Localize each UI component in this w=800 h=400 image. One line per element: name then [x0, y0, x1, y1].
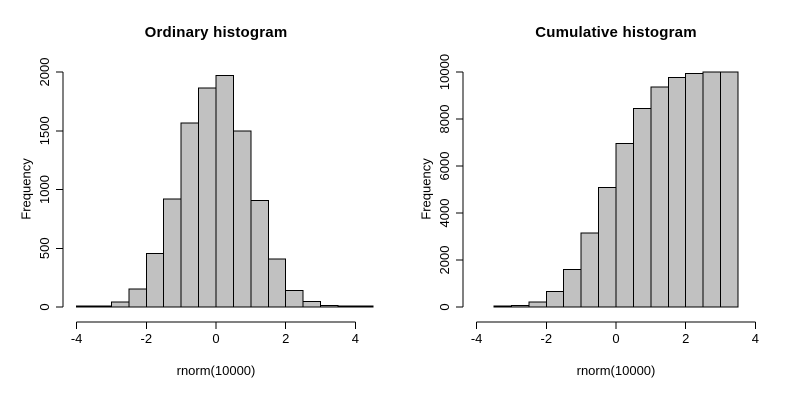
histogram-bar	[215, 75, 234, 308]
x-tick-label: 2	[682, 331, 689, 346]
histogram-bar	[580, 232, 600, 308]
y-tick-label: 1000	[37, 175, 52, 204]
x-tick-label: -4	[71, 331, 83, 346]
histogram-bar	[302, 300, 322, 308]
y-tick-label: 1500	[37, 116, 52, 145]
histogram-bar	[493, 305, 512, 308]
x-tick-label: -4	[471, 331, 483, 346]
histogram-bar	[337, 305, 356, 308]
ordinary-histogram-plot: -4 -2 0 2 4 0 500 1000 1500 2000	[37, 58, 374, 346]
x-tick-label: 4	[352, 331, 359, 346]
histogram-bar	[650, 86, 669, 308]
histogram-bar	[93, 305, 112, 308]
histogram-bar	[563, 269, 582, 308]
y-tick-label: 0	[37, 303, 52, 310]
histogram-bar	[180, 122, 200, 308]
y-tick-label: 6000	[437, 152, 452, 181]
x-axis-label: rnorm(10000)	[576, 363, 656, 378]
histogram-bar	[285, 289, 304, 308]
histogram-bar	[545, 290, 565, 308]
y-tick-label: 0	[437, 303, 452, 310]
x-tick-label: 2	[282, 331, 289, 346]
x-tick-label: 0	[212, 331, 219, 346]
histogram-bar	[720, 71, 739, 308]
x-tick-label: -2	[541, 331, 553, 346]
x-tick-label: 4	[752, 331, 759, 346]
x-axis-label: rnorm(10000)	[176, 363, 256, 378]
histogram-bar	[632, 107, 652, 308]
x-tick-label: 0	[612, 331, 619, 346]
histogram-bar	[250, 200, 269, 308]
histogram-bar	[163, 198, 182, 308]
histogram-bar	[510, 305, 530, 308]
cumulative-histogram-plot: -4 -2 0 2 4 0 2000 4000 6000 8000 10000	[437, 54, 759, 346]
x-tick-label: -2	[141, 331, 153, 346]
histogram-bar	[198, 87, 217, 308]
panel-ordinary-histogram: Ordinary histogram Frequency -4 -2 0 2 4 0 500…	[19, 24, 374, 378]
histogram-bar	[685, 73, 704, 308]
y-tick-label: 10000	[437, 54, 452, 90]
histogram-bar	[598, 186, 617, 308]
histogram-bar	[232, 130, 252, 308]
histogram-bar	[528, 301, 547, 308]
y-tick-label: 2000	[437, 246, 452, 275]
histogram-bar	[702, 71, 722, 308]
histogram-bar	[76, 305, 95, 308]
histogram-bar	[145, 253, 165, 308]
y-tick-label: 2000	[37, 58, 52, 87]
histogram-bar	[320, 305, 339, 308]
histogram-bar	[128, 288, 147, 308]
panel-cumulative-histogram: Cumulative histogram Frequency -4 -2 0 2 4 0 2…	[400, 0, 800, 400]
histogram-bar	[354, 305, 374, 308]
histogram-bar	[667, 76, 687, 308]
histogram-bar	[615, 143, 634, 308]
histogram-bar	[110, 301, 130, 308]
histogram-bar	[267, 258, 287, 308]
panel-title: Ordinary histogram	[144, 24, 288, 41]
y-tick-label: 500	[37, 237, 52, 259]
y-tick-label: 8000	[437, 105, 452, 134]
panel-title: Cumulative histogram	[535, 24, 697, 41]
y-tick-label: 4000	[437, 199, 452, 228]
